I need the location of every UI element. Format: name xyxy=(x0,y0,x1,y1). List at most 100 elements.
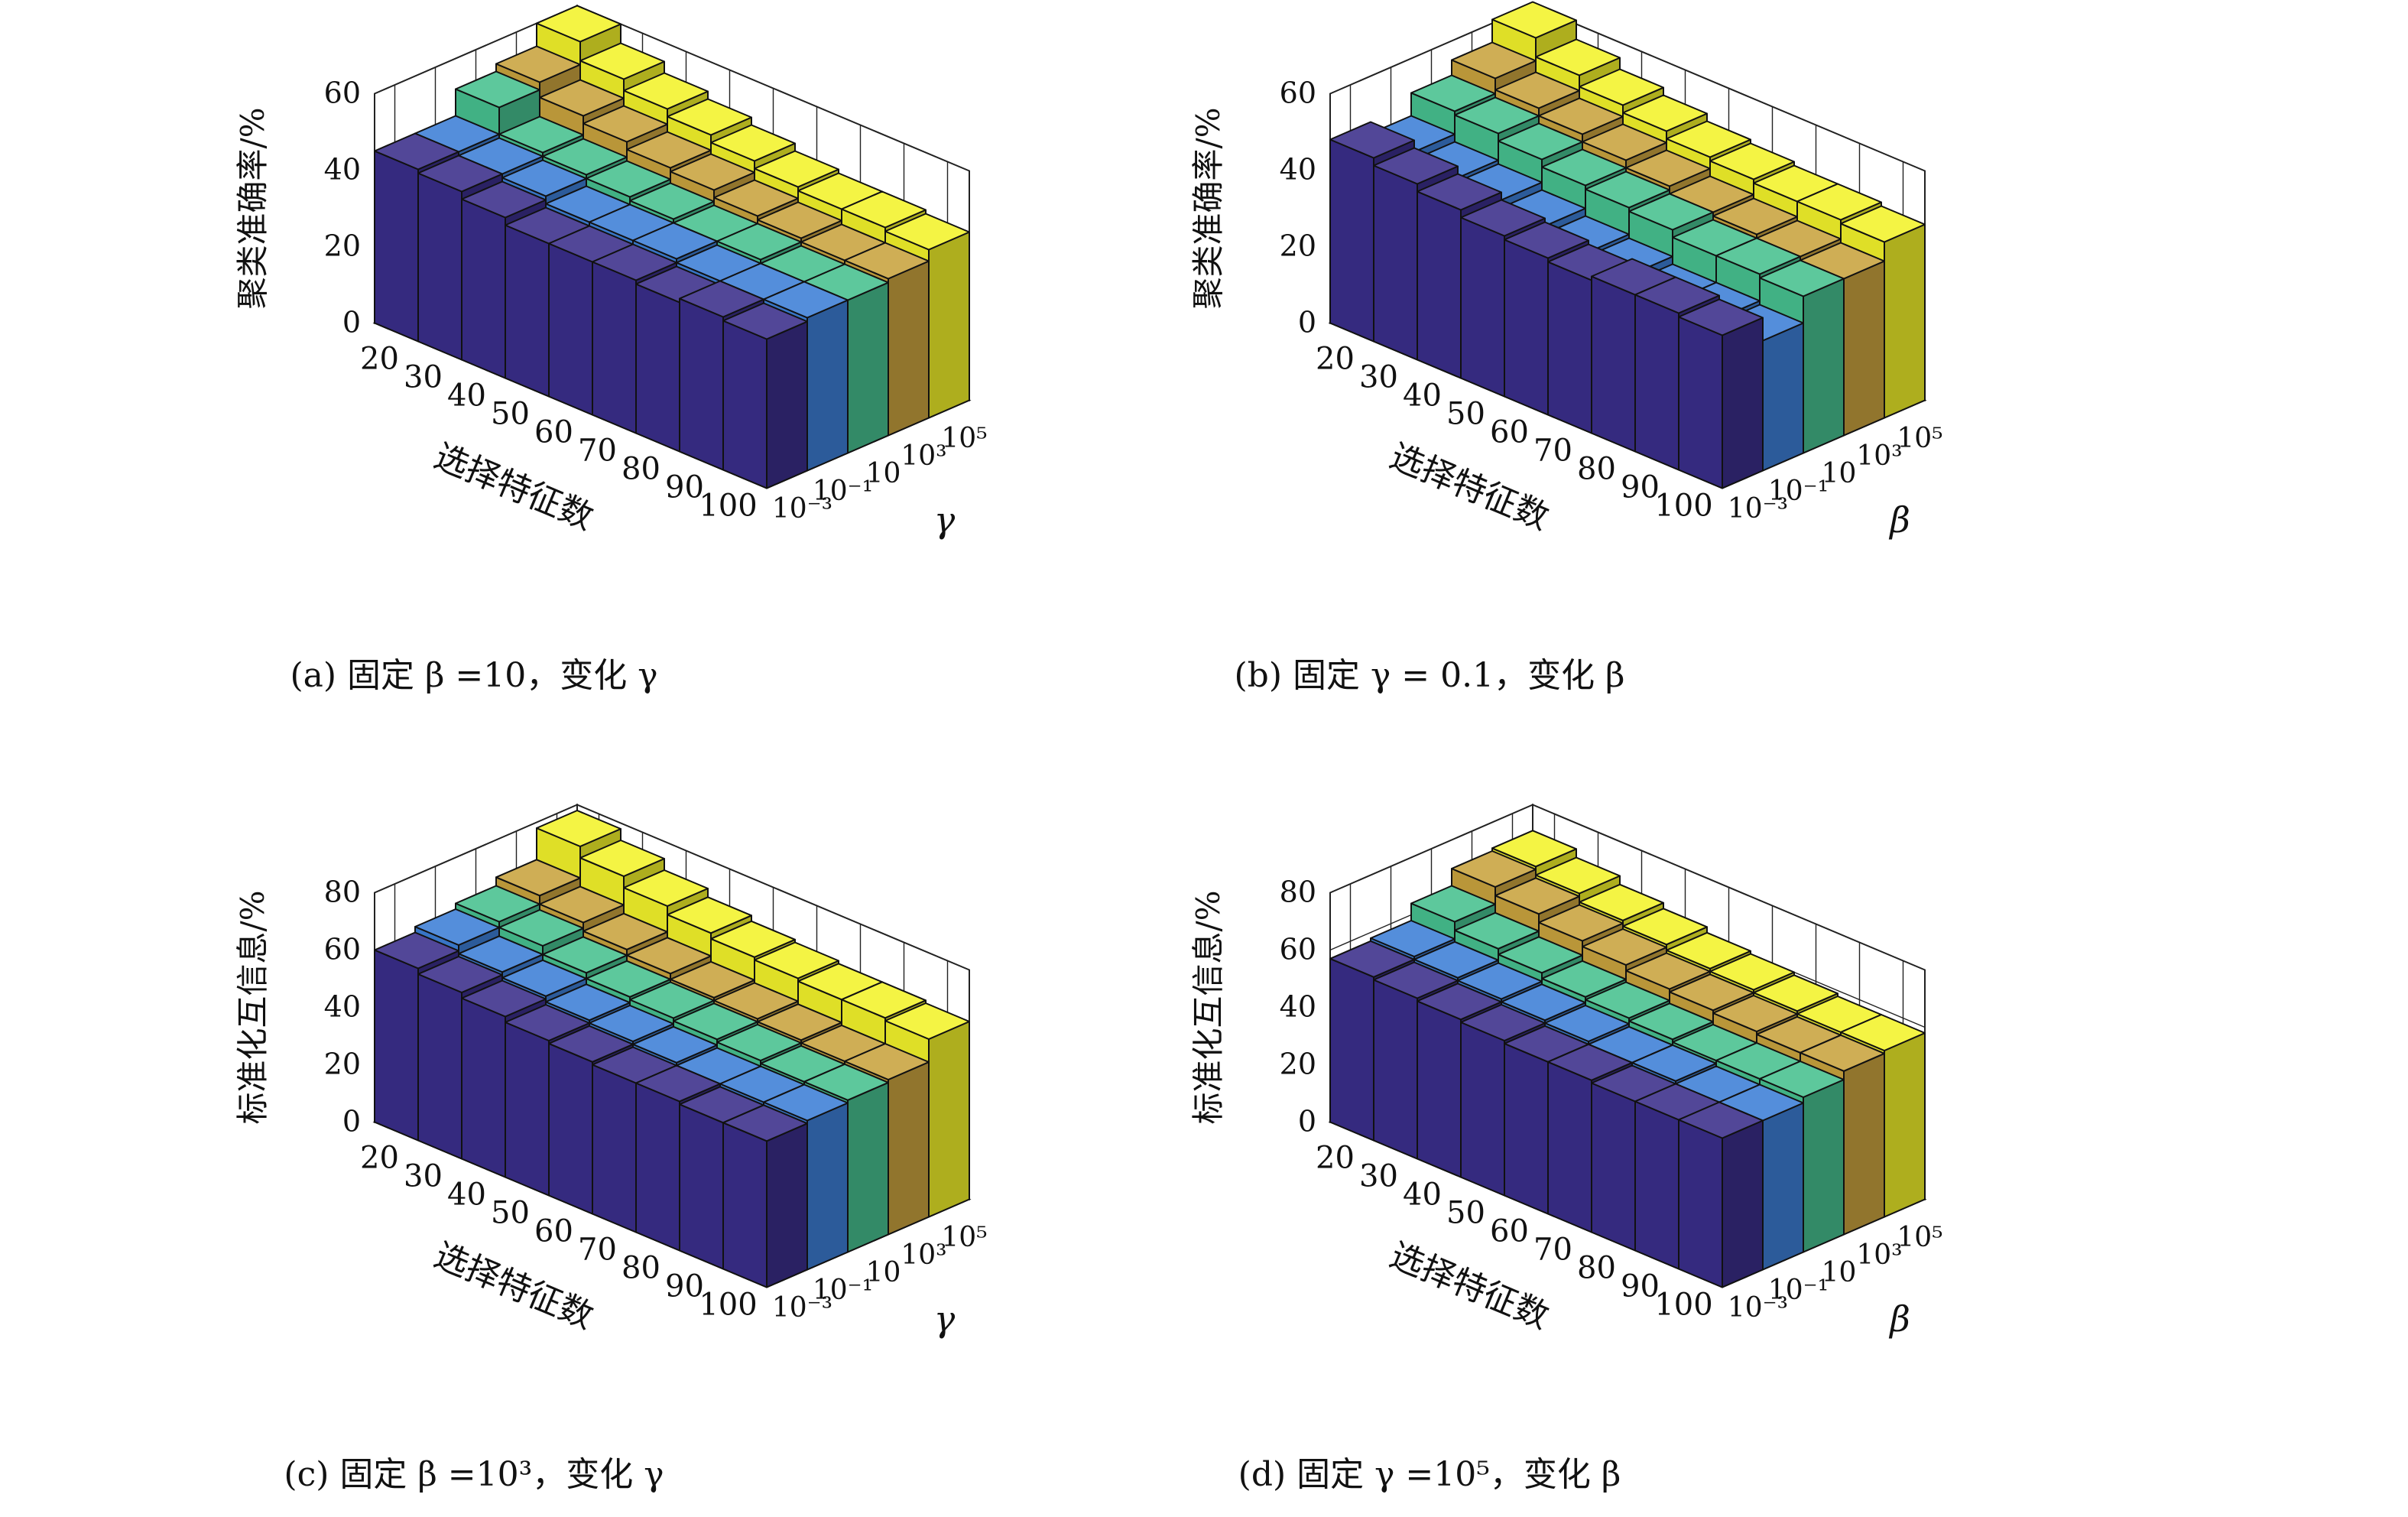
y-tick-label: 10⁻¹ xyxy=(1768,1275,1829,1306)
z-tick-label: 80 xyxy=(1280,875,1316,909)
x-tick-label: 60 xyxy=(534,415,573,450)
z-tick-label: 20 xyxy=(324,229,361,263)
z-tick-label: 0 xyxy=(1298,1105,1316,1139)
z-tick-label: 20 xyxy=(324,1048,361,1081)
x-tick-label: 80 xyxy=(1577,452,1616,487)
x-tick-label: 70 xyxy=(578,434,617,469)
x-tick-label: 100 xyxy=(1654,489,1712,524)
x-tick-label: 70 xyxy=(578,1233,617,1268)
y-tick-label: 10⁻¹ xyxy=(813,476,873,507)
x-tick-label: 60 xyxy=(1490,1214,1529,1249)
bars xyxy=(1329,830,1926,1288)
z-tick-label: 60 xyxy=(324,76,361,110)
x-tick-label: 40 xyxy=(447,1178,486,1213)
z-tick-label: 60 xyxy=(1280,933,1316,966)
y-axis-label: β xyxy=(1888,499,1910,541)
z-tick-label: 20 xyxy=(1280,229,1316,263)
x-tick-label: 50 xyxy=(1446,1196,1485,1231)
panel-caption: (c) 固定 β =10³，变化 γ xyxy=(284,1455,664,1494)
bars xyxy=(1329,1,1926,489)
x-tick-label: 90 xyxy=(1621,470,1660,505)
x-tick-label: 100 xyxy=(699,489,757,524)
chart-panel-3: 020406080标准化互信息/%2030405060708090100选择特征… xyxy=(1189,803,1943,1494)
y-tick-label: 10⁵ xyxy=(941,423,987,454)
x-tick-label: 50 xyxy=(491,1196,530,1231)
y-tick-label: 10⁻¹ xyxy=(1768,476,1829,507)
z-tick-label: 40 xyxy=(1280,153,1316,187)
y-tick-label: 10⁵ xyxy=(1897,1222,1942,1253)
x-tick-label: 100 xyxy=(699,1288,757,1323)
x-tick-label: 60 xyxy=(534,1214,573,1249)
bar-100-0 xyxy=(722,302,808,489)
x-tick-label: 60 xyxy=(1490,415,1529,450)
bar-100-0 xyxy=(1678,298,1764,489)
x-tick-label: 70 xyxy=(1533,434,1572,469)
x-tick-label: 100 xyxy=(1654,1288,1712,1323)
bars xyxy=(374,810,970,1288)
x-tick-label: 20 xyxy=(1316,342,1355,377)
y-tick-label: 10⁻³ xyxy=(1728,1292,1788,1324)
chart-panel-2: 020406080标准化互信息/%2030405060708090100选择特征… xyxy=(234,803,988,1494)
x-tick-label: 30 xyxy=(1359,1159,1398,1194)
x-tick-label: 30 xyxy=(404,360,443,395)
z-tick-label: 40 xyxy=(324,153,361,187)
x-tick-label: 50 xyxy=(491,397,530,432)
x-axis-label: 选择特征数 xyxy=(1384,1236,1555,1337)
x-tick-label: 40 xyxy=(1403,378,1442,414)
z-axis-label: 标准化互信息/% xyxy=(234,890,271,1124)
x-tick-label: 80 xyxy=(621,1251,660,1286)
y-tick-label: 10⁻³ xyxy=(772,493,832,525)
y-tick-label: 10³ xyxy=(1856,440,1902,472)
y-tick-label: 10 xyxy=(1822,1257,1857,1288)
x-tick-label: 90 xyxy=(1621,1269,1660,1304)
z-tick-label: 60 xyxy=(324,933,361,966)
z-tick-label: 0 xyxy=(342,306,361,339)
z-axis-label: 聚类准确率/% xyxy=(1189,107,1227,309)
y-tick-label: 10 xyxy=(1822,458,1857,489)
x-tick-label: 90 xyxy=(665,470,704,505)
x-tick-label: 20 xyxy=(1316,1141,1355,1176)
bar-100-0 xyxy=(1678,1101,1764,1288)
panel-caption: (a) 固定 β =10，变化 γ xyxy=(290,656,657,695)
x-tick-label: 80 xyxy=(621,452,660,487)
x-tick-label: 40 xyxy=(1403,1178,1442,1213)
z-tick-label: 80 xyxy=(324,875,361,909)
x-axis-label: 选择特征数 xyxy=(429,437,599,538)
y-tick-label: 10⁵ xyxy=(941,1222,987,1253)
bars xyxy=(374,5,970,489)
y-axis-label: β xyxy=(1888,1298,1910,1340)
y-tick-label: 10³ xyxy=(1856,1239,1902,1271)
y-tick-label: 10 xyxy=(866,1257,901,1288)
x-tick-label: 20 xyxy=(360,342,399,377)
y-tick-label: 10⁵ xyxy=(1897,423,1942,454)
z-tick-label: 0 xyxy=(342,1105,361,1139)
x-axis-label: 选择特征数 xyxy=(1384,437,1555,538)
y-tick-label: 10³ xyxy=(901,440,946,472)
y-axis-label: γ xyxy=(934,499,956,541)
z-tick-label: 60 xyxy=(1280,76,1316,110)
x-tick-label: 90 xyxy=(665,1269,704,1304)
y-axis-label: γ xyxy=(934,1298,956,1340)
y-tick-label: 10 xyxy=(866,458,901,489)
x-tick-label: 30 xyxy=(404,1159,443,1194)
x-tick-label: 50 xyxy=(1446,397,1485,432)
panel-caption: (b) 固定 γ = 0.1，变化 β xyxy=(1234,656,1624,695)
z-tick-label: 40 xyxy=(324,990,361,1024)
panel-caption: (d) 固定 γ =10⁵，变化 β xyxy=(1238,1455,1621,1494)
y-tick-label: 10⁻³ xyxy=(1728,493,1788,525)
y-tick-label: 10⁻¹ xyxy=(813,1275,873,1306)
z-tick-label: 40 xyxy=(1280,990,1316,1024)
bar-100-0 xyxy=(722,1104,808,1288)
x-tick-label: 80 xyxy=(1577,1251,1616,1286)
x-tick-label: 20 xyxy=(360,1141,399,1176)
z-tick-label: 20 xyxy=(1280,1048,1316,1081)
z-tick-label: 0 xyxy=(1298,306,1316,339)
x-tick-label: 40 xyxy=(447,378,486,414)
y-tick-label: 10⁻³ xyxy=(772,1292,832,1324)
x-tick-label: 30 xyxy=(1359,360,1398,395)
z-axis-label: 聚类准确率/% xyxy=(234,107,271,309)
